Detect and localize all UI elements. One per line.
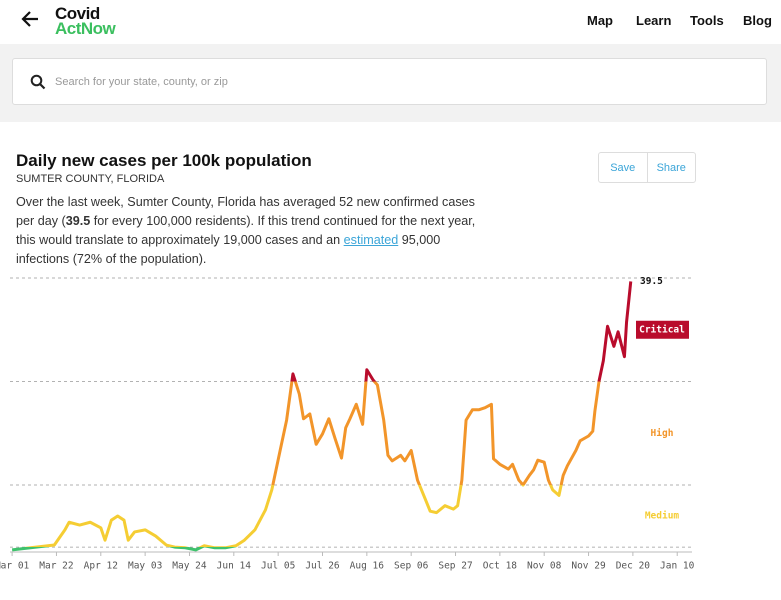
back-arrow[interactable] (20, 9, 40, 29)
x-tick-label: Jun 14 (217, 561, 252, 572)
highlight: 39.5 (65, 214, 91, 228)
nav-link[interactable]: Learn (636, 13, 672, 28)
x-tick-label: May 24 (172, 561, 207, 572)
x-tick-label: Apr 12 (84, 561, 118, 572)
level-label: Critical (639, 324, 685, 335)
search-box[interactable]: Search for your state, county, or zip (12, 58, 767, 105)
card-subtitle: SUMTER COUNTY, FLORIDA (16, 173, 165, 185)
x-tick-label: Oct 18 (483, 561, 518, 572)
x-tick-label: Aug 16 (350, 561, 385, 572)
x-tick-label: Jul 05 (261, 561, 295, 572)
save-button[interactable]: Save (610, 161, 636, 174)
share-button[interactable]: Share (646, 153, 696, 182)
x-tick-label: May 03 (128, 561, 162, 572)
nav-link[interactable]: Tools (690, 13, 724, 28)
logo[interactable]: Covid (55, 4, 100, 23)
x-tick-label: Jan 10 (660, 561, 695, 572)
text: 95,000 infections (72% of the population… (16, 233, 441, 266)
nav-link[interactable]: Blog (743, 13, 772, 28)
nav-link[interactable]: Map (587, 13, 613, 28)
header: Covid ActNow Map Learn Tools Blog (0, 0, 781, 44)
x-tick-label: Nov 08 (527, 561, 562, 572)
text: Over the last week, Sumter County, Flori… (16, 195, 475, 228)
level-label: Medium (645, 511, 680, 522)
x-tick-label: Nov 29 (571, 561, 606, 572)
x-tick-label: Sep 06 (394, 561, 429, 572)
x-tick-label: Mar 22 (39, 561, 73, 572)
x-tick-label: Jul 26 (305, 561, 340, 572)
button-group: Save Share (598, 152, 696, 183)
logo[interactable]: ActNow (55, 19, 116, 38)
level-label: High (651, 428, 674, 439)
link[interactable]: estimated (343, 233, 399, 247)
card-title: Daily new cases per 100k population (16, 151, 312, 170)
x-tick-label: Sep 27 (438, 561, 472, 572)
x-tick-label: Dec 20 (616, 561, 651, 572)
description: Over the last week, Sumter County, Flori… (16, 193, 478, 269)
x-tick-label: Mar 01 (0, 561, 30, 572)
text: for every 100,000 residents). If this tr… (16, 214, 476, 247)
search-placeholder: Search for your state, county, or zip (55, 76, 228, 88)
search-icon (30, 74, 46, 90)
current-value-label: 39.5 (640, 276, 663, 287)
level-badge (636, 320, 689, 339)
case-line (11, 281, 633, 552)
